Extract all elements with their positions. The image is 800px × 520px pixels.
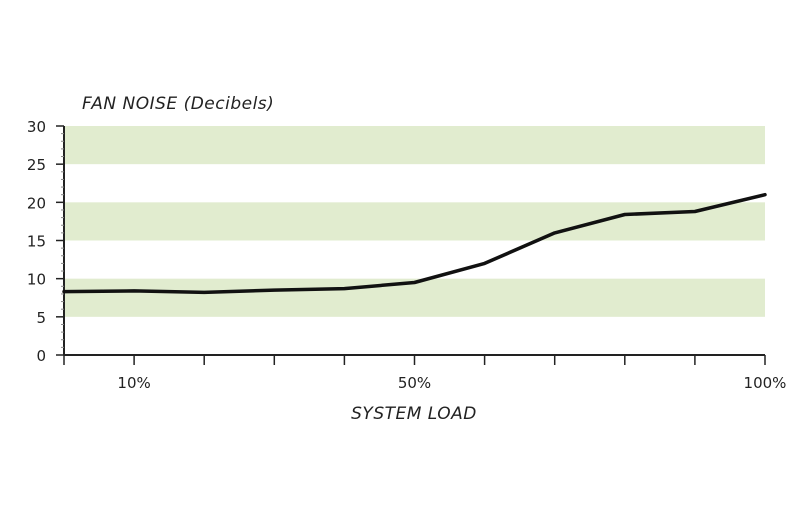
y-tick-label: 25 (27, 156, 46, 174)
x-tick-label: 100% (744, 374, 787, 392)
series (62, 192, 767, 295)
y-tick-label: 10 (27, 271, 46, 289)
band-1 (64, 202, 765, 241)
y-tick-label: 20 (27, 194, 46, 212)
background-bands (64, 126, 765, 317)
y-tick-label: 15 (27, 233, 46, 251)
band-2 (64, 126, 765, 165)
x-axis-title: SYSTEM LOAD (351, 404, 477, 424)
y-axis-title: FAN NOISE (Decibels) (82, 94, 274, 114)
x-tick-label: 10% (117, 374, 150, 392)
band-0 (64, 278, 765, 317)
axes: 0 5 10 15 20 25 30 10% 50% 100% (27, 118, 787, 392)
x-tick-label: 50% (398, 374, 431, 392)
y-tick-label: 5 (36, 309, 46, 327)
y-tick-label: 30 (27, 118, 46, 136)
y-tick-label: 0 (36, 347, 46, 365)
